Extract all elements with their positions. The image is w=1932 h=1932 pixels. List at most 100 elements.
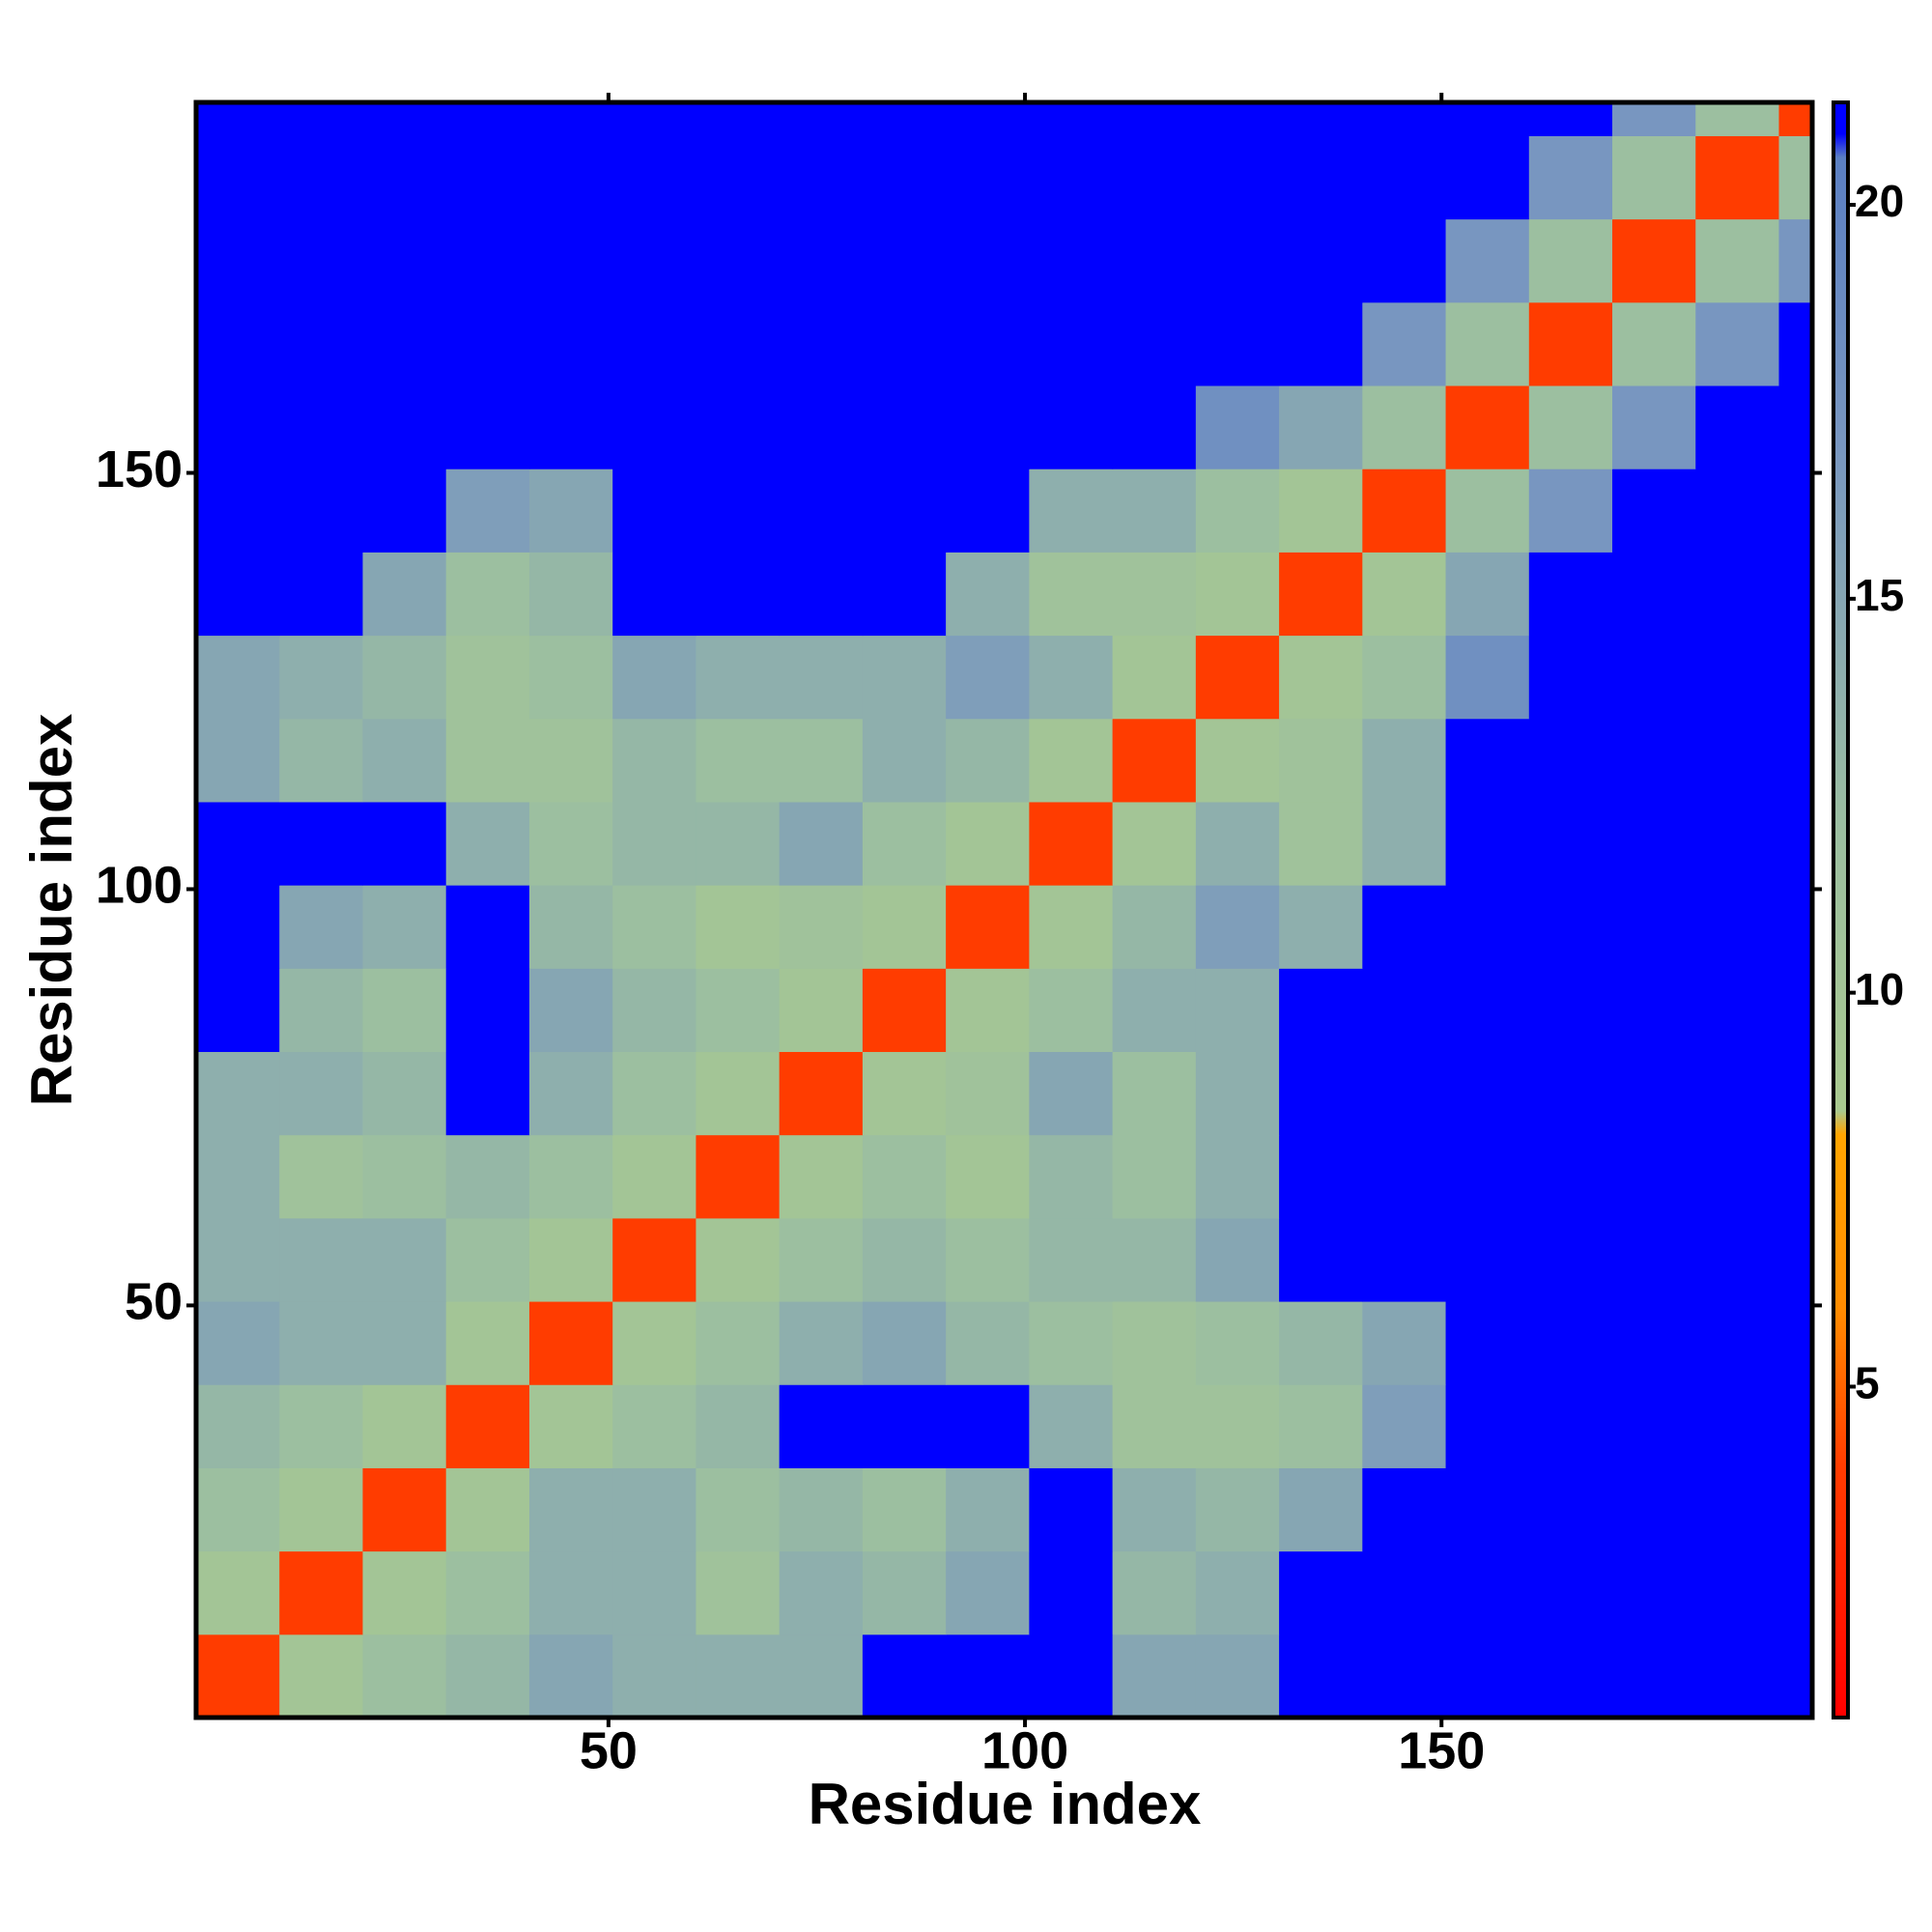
heatmap-cell — [1195, 885, 1280, 969]
heatmap-cell — [1195, 718, 1280, 803]
heatmap-cell — [1362, 102, 1447, 136]
heatmap-cell — [362, 1550, 447, 1635]
heatmap-cell — [696, 801, 781, 886]
heatmap-cell — [1612, 1301, 1696, 1385]
heatmap-cell — [1029, 885, 1114, 969]
heatmap-cell — [946, 1550, 1030, 1635]
heatmap-cell — [362, 135, 447, 220]
heatmap-cell — [1695, 718, 1780, 803]
heatmap-cell — [1279, 1634, 1363, 1719]
heatmap-cell — [445, 1634, 530, 1719]
heatmap-cell — [196, 1051, 280, 1136]
heatmap-cell — [1778, 1467, 1813, 1552]
heatmap-cell — [1612, 1467, 1696, 1552]
heatmap-cell — [1695, 552, 1780, 637]
heatmap-cell — [1612, 968, 1696, 1053]
heatmap-cell — [196, 1134, 280, 1219]
y-tick-label: 50 — [125, 1273, 183, 1331]
heatmap-cell — [528, 135, 613, 220]
heatmap-cell — [1778, 1384, 1813, 1468]
heatmap-cell — [1528, 218, 1613, 303]
heatmap-cell — [1778, 135, 1813, 220]
heatmap-cell — [1112, 968, 1197, 1053]
heatmap-cell — [1195, 1301, 1280, 1385]
heatmap-cell — [1279, 102, 1363, 136]
heatmap-cell — [279, 885, 363, 969]
heatmap-cell — [1445, 1134, 1530, 1219]
heatmap-cell — [862, 552, 947, 637]
y-axis-title: Residue index — [19, 714, 84, 1107]
heatmap-cell — [696, 552, 781, 637]
heatmap-cell — [696, 218, 781, 303]
heatmap-cell — [612, 1384, 696, 1468]
colorbar-tick-label: 20 — [1855, 176, 1904, 226]
x-axis-title: Residue index — [809, 1772, 1202, 1836]
heatmap-cell — [445, 385, 530, 469]
heatmap-cell — [779, 718, 864, 803]
heatmap-cell — [1528, 385, 1613, 469]
heatmap-cell — [946, 1634, 1030, 1719]
heatmap-cell — [1445, 718, 1530, 803]
heatmap-cell — [612, 1550, 696, 1635]
colorbar-tick-label: 5 — [1855, 1358, 1880, 1408]
heatmap-cell — [862, 135, 947, 220]
heatmap-cell — [279, 801, 363, 886]
plot-frame — [193, 99, 1815, 1720]
heatmap-cell — [1362, 1384, 1447, 1468]
heatmap-cell — [445, 301, 530, 386]
heatmap-cell — [862, 1051, 947, 1136]
heatmap-cell — [612, 1301, 696, 1385]
heatmap-cell — [362, 968, 447, 1053]
heatmap-cell — [445, 218, 530, 303]
heatmap-cell — [1445, 1550, 1530, 1635]
heatmap-cell — [1612, 469, 1696, 553]
heatmap-cell — [946, 102, 1030, 136]
heatmap-cell — [612, 1217, 696, 1302]
heatmap-cell — [612, 552, 696, 637]
heatmap-cell — [279, 635, 363, 720]
heatmap-cell — [1612, 1384, 1696, 1468]
heatmap-cell — [279, 1301, 363, 1385]
heatmap-cell — [1279, 135, 1363, 220]
heatmap-cell — [1612, 552, 1696, 637]
heatmap-cell — [612, 1634, 696, 1719]
heatmap-cell — [1612, 1634, 1696, 1719]
heatmap-cell — [862, 1301, 947, 1385]
heatmap-cell — [1362, 885, 1447, 969]
heatmap-cell — [1029, 801, 1114, 886]
heatmap-cell — [1445, 301, 1530, 386]
heatmap-cell — [1362, 301, 1447, 386]
heatmap-cell — [279, 469, 363, 553]
heatmap-cell — [1695, 1550, 1780, 1635]
heatmap-cell — [696, 1217, 781, 1302]
heatmap-cell — [1279, 801, 1363, 886]
heatmap-cell — [1362, 968, 1447, 1053]
heatmap-cell — [362, 1301, 447, 1385]
heatmap-cell — [196, 385, 280, 469]
heatmap-cell — [1029, 1550, 1114, 1635]
heatmap-cell — [862, 968, 947, 1053]
heatmap-cell — [196, 102, 280, 136]
heatmap-cell — [1279, 1051, 1363, 1136]
heatmap-cell — [1029, 1217, 1114, 1302]
heatmap-cell — [362, 1384, 447, 1468]
heatmap-cell — [696, 301, 781, 386]
heatmap-cell — [779, 1301, 864, 1385]
heatmap-cell — [1029, 1134, 1114, 1219]
heatmap-cell — [1695, 1051, 1780, 1136]
heatmap-cell — [1279, 385, 1363, 469]
heatmap-cell — [1195, 1634, 1280, 1719]
heatmap-cell — [612, 301, 696, 386]
heatmap-cell — [1612, 218, 1696, 303]
heatmap-cell — [528, 801, 613, 886]
heatmap-cell — [1279, 552, 1363, 637]
heatmap-cell — [1695, 385, 1780, 469]
heatmap-cell — [696, 1301, 781, 1385]
heatmap-cell — [196, 885, 280, 969]
colorbar-tick-label: 15 — [1855, 570, 1904, 620]
heatmap-cell — [1279, 1467, 1363, 1552]
heatmap-cell — [779, 801, 864, 886]
heatmap-cell — [1612, 885, 1696, 969]
heatmap-cell — [1029, 1051, 1114, 1136]
